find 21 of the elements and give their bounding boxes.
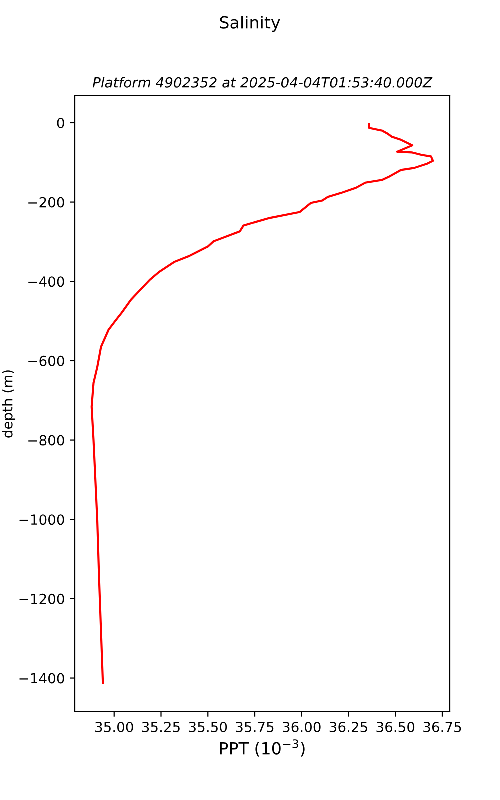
- x-tick-label: 36.00: [283, 722, 321, 732]
- line-series: [90, 123, 434, 684]
- y-tick-label: −1400: [20, 673, 64, 684]
- x-tick-label: 35.25: [142, 722, 180, 732]
- x-tick-label: 36.25: [330, 722, 368, 732]
- y-axis-title: depth (m): [2, 370, 16, 438]
- y-tick-label: −200: [28, 197, 64, 208]
- chart-title: Salinity: [220, 16, 280, 32]
- x-tick-label: 35.50: [189, 722, 228, 732]
- chart-subtitle: Platform 4902352 at 2025-04-04T01:53:40.000Z: [92, 77, 433, 88]
- x-axis-title: PPT (10$^{−3}$): [220, 740, 305, 757]
- x-tick-label: 35.75: [236, 722, 274, 732]
- y-tick-label: −800: [28, 435, 64, 446]
- y-tick-label: −1200: [20, 594, 64, 604]
- x-tick-label: 36.50: [376, 722, 415, 732]
- y-tick-label: 0: [57, 118, 64, 128]
- x-tick-label: 35.00: [96, 722, 134, 732]
- x-tick-label: 36.75: [424, 722, 462, 732]
- y-tick-label: −400: [28, 276, 64, 288]
- y-tick-label: −1000: [20, 514, 64, 526]
- y-tick-label: −600: [28, 356, 64, 366]
